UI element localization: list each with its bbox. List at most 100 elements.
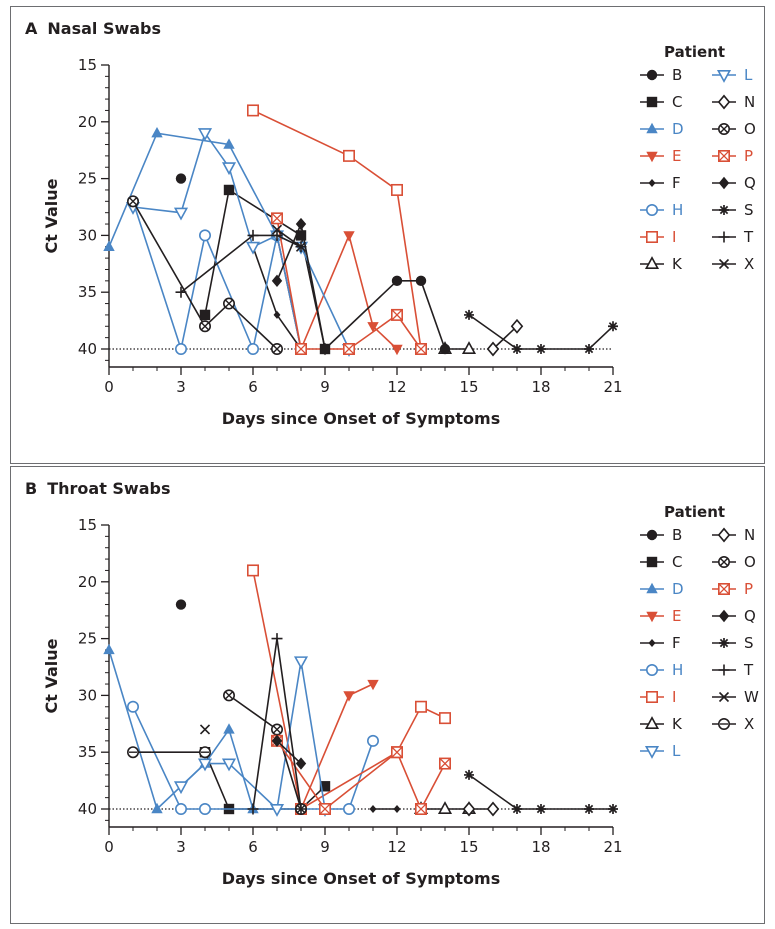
- legend-label: T: [744, 661, 754, 679]
- data-point: [536, 804, 546, 814]
- data-point: [393, 805, 401, 813]
- x-tick-label: 15: [459, 378, 478, 396]
- legend-symbol: [718, 231, 730, 243]
- legend-symbol: [718, 556, 730, 568]
- data-point: [221, 162, 237, 176]
- legend-marker: [640, 231, 664, 243]
- x-tick-label: 15: [459, 838, 478, 856]
- x-axis-label: Days since Onset of Symptoms: [222, 869, 500, 888]
- x-tick-label: 18: [531, 838, 550, 856]
- legend-symbol: [646, 529, 658, 541]
- legend-symbol: [718, 609, 730, 623]
- series-line: [132, 200, 278, 350]
- series-X: [127, 746, 212, 759]
- legend-marker: [712, 527, 736, 543]
- data-point: [223, 689, 236, 702]
- data-point: [319, 781, 331, 792]
- y-tick-label: 30: [78, 226, 97, 244]
- data-point: [175, 286, 187, 298]
- x-tick-label: 21: [603, 838, 622, 856]
- data-point: [199, 724, 211, 735]
- legend-symbol: [646, 69, 658, 81]
- data-point: [223, 723, 235, 734]
- x-tick-label: 12: [387, 378, 406, 396]
- series-line: [252, 109, 422, 350]
- legend-label: X: [744, 715, 755, 733]
- legend-marker: [640, 639, 664, 647]
- series-line: [324, 280, 446, 350]
- series-unlabeled: [319, 275, 451, 355]
- data-point: [461, 341, 477, 354]
- data-point: [103, 240, 115, 251]
- data-point: [342, 802, 355, 815]
- data-point: [512, 344, 522, 354]
- nasal-swabs-chart: 15 20 25 30 35 40 0 3 6 9 12 15 18 21 Days since Onset…: [42, 56, 623, 428]
- series-T: [175, 229, 307, 298]
- y-axis-label: Ct Value: [42, 638, 61, 713]
- series-B: [175, 599, 187, 610]
- legend-marker: [712, 638, 736, 648]
- legend-marker: [712, 150, 736, 162]
- data-point: [127, 746, 140, 759]
- series-line: [276, 229, 302, 248]
- data-point: [247, 104, 260, 117]
- series-line: [180, 234, 302, 293]
- legend-label: K: [672, 255, 682, 273]
- data-point: [175, 173, 187, 184]
- x-tick-label: 3: [176, 838, 186, 856]
- series-S: [464, 309, 618, 354]
- legend-label: I: [672, 228, 677, 246]
- data-point: [273, 310, 281, 319]
- x-tick-label: 3: [176, 378, 186, 396]
- panel-b-letter: B: [25, 479, 38, 498]
- y-tick-label: 40: [78, 800, 97, 818]
- series-P: [270, 212, 427, 355]
- legend-symbol: [717, 94, 731, 110]
- legend-marker: [640, 529, 664, 541]
- x-tick-label: 0: [104, 378, 114, 396]
- legend-marker: [640, 664, 664, 676]
- data-point: [437, 801, 453, 814]
- legend-marker: [640, 611, 664, 623]
- data-point: [271, 229, 283, 241]
- series-I: [247, 564, 451, 815]
- legend-label: L: [744, 66, 753, 84]
- data-point: [414, 700, 427, 713]
- legend-marker: [640, 256, 664, 269]
- data-point: [221, 758, 237, 772]
- legend-marker: [640, 716, 664, 729]
- legend-marker: [712, 176, 736, 190]
- data-point: [342, 342, 355, 355]
- x-tick-label: 18: [531, 378, 550, 396]
- series-line: [252, 570, 446, 811]
- legend-label: C: [672, 553, 683, 571]
- series-line: [276, 740, 302, 765]
- data-point: [318, 802, 331, 815]
- legend-symbol: [646, 151, 658, 163]
- data-point: [415, 275, 427, 287]
- panel-b-title-text: Throat Swabs: [47, 479, 171, 498]
- data-point: [295, 217, 307, 231]
- data-point: [366, 734, 379, 747]
- legend-marker: [712, 691, 736, 703]
- legend-symbol: [718, 664, 730, 676]
- legend-marker: [712, 205, 736, 215]
- legend-marker: [712, 258, 736, 270]
- data-point: [464, 769, 474, 780]
- data-point: [151, 126, 163, 138]
- legend-symbol: [718, 176, 730, 190]
- legend-marker: [712, 583, 736, 595]
- y-tick-label: 20: [78, 573, 97, 591]
- panel-b-title: B Throat Swabs: [25, 479, 170, 498]
- legend-label: N: [744, 526, 756, 544]
- legend-label: D: [672, 120, 684, 138]
- x-tick-label: 6: [248, 378, 258, 396]
- y-tick-label: 35: [78, 283, 97, 301]
- data-point: [462, 801, 476, 817]
- series-line: [132, 201, 302, 353]
- panel-a-title: A Nasal Swabs: [25, 19, 161, 38]
- series-line: [180, 661, 326, 811]
- panel-throat-swabs: B Throat Swabs 15 20 25 30 35 40 0 3 6 9 12 15 18 21 Da…: [10, 466, 765, 924]
- data-point: [414, 342, 427, 355]
- data-point: [247, 342, 260, 355]
